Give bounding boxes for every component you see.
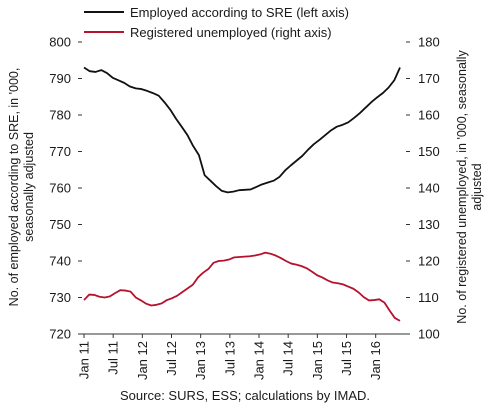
x-tick-label: Jan 15 [310,341,325,380]
series-line-employed [83,66,401,194]
x-tick-label: Jan 14 [252,341,267,380]
right-tick-label: 140 [418,181,440,196]
x-tick-label: Jan 12 [135,341,150,380]
right-axis-title-line-2: adjusted [470,163,484,210]
right-axis-ticks: 100 110 120 130 140 150 160 170 180 [406,35,440,342]
legend-label-unemployed: Registered unemployed (right axis) [130,25,332,40]
left-tick-label: 780 [49,108,71,123]
left-axis-ticks: 720 730 740 750 760 770 780 790 800 [49,35,82,342]
x-axis-ticks: Jan 11 Jul 11 Jan 12 Jul 12 Jan 13 Jul 13 Jan … [77,334,383,380]
left-tick-label: 750 [49,217,71,232]
left-tick-label: 790 [49,71,71,86]
x-tick-label: Jul 11 [106,341,121,375]
source-note: Source: SURS, ESS; calculations by IMAD. [120,388,370,403]
x-tick-label: Jan 11 [77,341,92,379]
left-tick-label: 720 [49,327,71,342]
x-tick-label: Jan 16 [368,341,383,380]
plot-area: 720 730 740 750 760 770 780 790 800 100 110 120 130… [49,35,439,381]
right-tick-label: 120 [418,254,440,269]
left-tick-label: 800 [49,35,71,50]
left-tick-label: 770 [49,144,71,159]
x-tick-label: Jul 12 [164,341,179,376]
right-tick-label: 160 [418,108,440,123]
series-line-unemployed [83,251,401,322]
x-tick-label: Jul 15 [339,341,354,376]
left-tick-label: 740 [49,254,71,269]
x-tick-label: Jul 14 [281,341,296,376]
left-tick-label: 730 [49,290,71,305]
x-tick-label: Jul 13 [222,341,237,376]
left-axis-title-line-2: seasonally adjusted [22,132,36,242]
x-tick-label: Jan 13 [193,341,208,380]
right-tick-label: 130 [418,217,440,232]
right-tick-label: 110 [418,290,439,305]
right-tick-label: 170 [418,71,440,86]
legend: Employed according to SRE (left axis) Re… [84,5,349,40]
left-axis-title-line-1: No. of employed according to SRE, in '00… [7,68,21,307]
right-tick-label: 150 [418,144,440,159]
right-axis-title-line-1: No. of registered unemployed, in '000, s… [455,50,469,324]
legend-label-employed: Employed according to SRE (left axis) [130,5,349,20]
left-tick-label: 760 [49,181,71,196]
right-tick-label: 180 [418,35,440,50]
right-tick-label: 100 [418,327,440,342]
